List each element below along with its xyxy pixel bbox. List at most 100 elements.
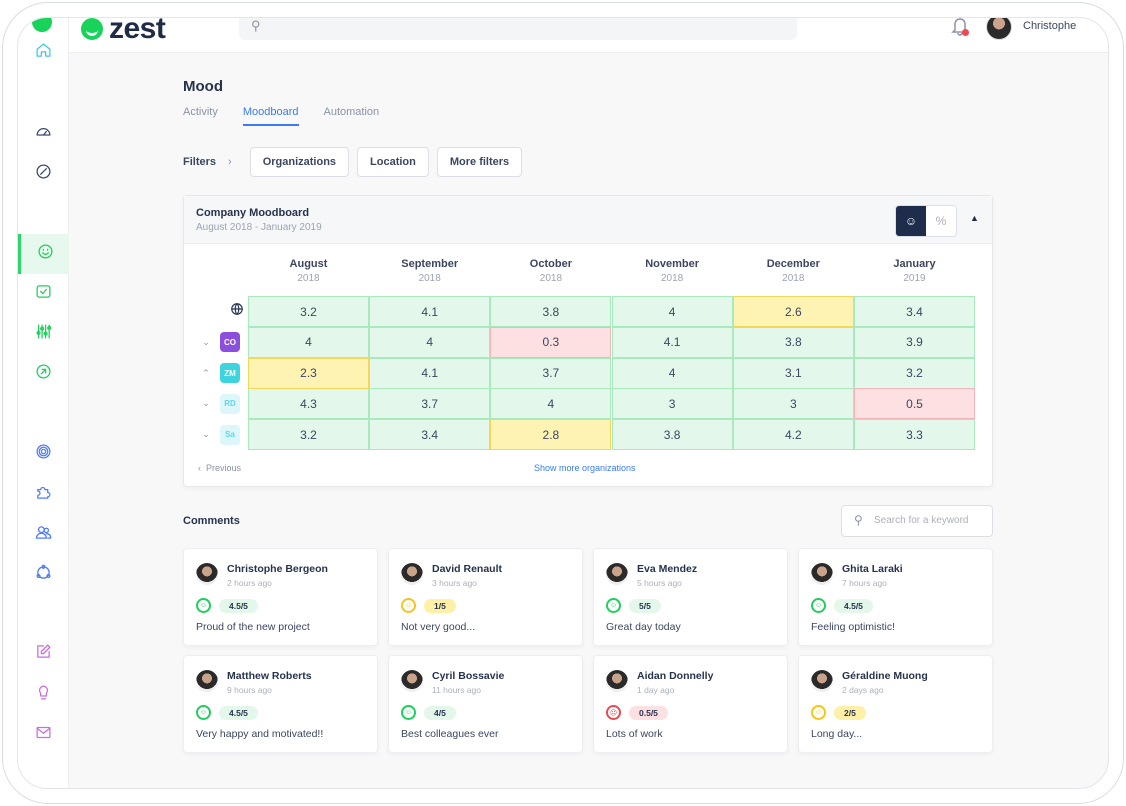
logo[interactable]: zest <box>81 17 166 46</box>
mood-cell[interactable]: 4.1 <box>369 296 491 327</box>
mood-cell[interactable]: 4.1 <box>611 326 733 358</box>
row-label: ⌄ RD <box>200 388 250 419</box>
mood-cell[interactable]: 3.8 <box>490 296 612 327</box>
tab-automation[interactable]: Automation <box>323 106 380 118</box>
mood-view-button[interactable]: ☺ <box>896 206 926 236</box>
sidebar-item-ideas[interactable] <box>18 675 69 715</box>
gauge-icon <box>35 123 52 145</box>
mood-cell[interactable]: 3.8 <box>732 326 854 358</box>
mood-cell[interactable]: 2.8 <box>490 419 612 451</box>
sidebar-item-mood[interactable] <box>18 234 69 274</box>
mood-cell[interactable]: 4 <box>369 326 491 358</box>
column-month: January <box>893 258 936 270</box>
tabs: Activity Moodboard Automation <box>183 106 379 126</box>
global-search-input[interactable]: ⚲ <box>239 18 797 40</box>
organization-badge[interactable]: ZM <box>220 363 240 384</box>
mood-cell[interactable]: 3 <box>611 388 733 420</box>
show-more-organizations-link[interactable]: Show more organizations <box>534 463 636 473</box>
organization-badge[interactable]: RD <box>220 393 240 414</box>
organization-badge[interactable]: Sa <box>220 424 240 445</box>
sidebar-item-team[interactable] <box>18 515 69 555</box>
mood-cell[interactable]: 3.9 <box>854 326 975 358</box>
organizations-filter-button[interactable]: Organizations <box>249 147 350 177</box>
comment-card[interactable]: Eva Mendez 5 hours ago ☺ 5/5 Great day today <box>593 548 788 646</box>
mood-score-badge: 1/5 <box>424 599 456 613</box>
mood-score-badge: 4.5/5 <box>219 706 258 720</box>
commenter-name: Aidan Donnelly <box>637 670 714 682</box>
more-filters-button[interactable]: More filters <box>436 147 523 177</box>
previous-button[interactable]: ‹ Previous <box>198 463 242 473</box>
percent-view-button[interactable]: % <box>926 206 956 236</box>
user-avatar[interactable] <box>986 18 1012 40</box>
sidebar-item-integrations[interactable] <box>18 475 69 515</box>
user-name[interactable]: Christophe <box>1023 20 1077 32</box>
mood-cell[interactable]: 3.2 <box>248 296 369 327</box>
comment-time: 9 hours ago <box>227 685 272 695</box>
mood-cell[interactable]: 4 <box>490 388 612 420</box>
logo-text: zest <box>109 17 166 45</box>
comment-card[interactable]: Ghita Laraki 7 hours ago ☺ 4.5/5 Feeling opt… <box>798 548 993 646</box>
comment-card[interactable]: Aidan Donnelly 1 day ago ☹ 0.5/5 Lots of wor… <box>593 655 788 753</box>
mood-cell[interactable]: 3.4 <box>854 296 975 327</box>
mood-cell[interactable]: 4.3 <box>248 388 369 420</box>
mood-cell[interactable]: 0.3 <box>490 326 612 358</box>
keyword-search-input[interactable]: ⚲ Search for a keyword <box>841 505 993 537</box>
row-label: ⌄ CO <box>200 327 250 358</box>
chevron-down-icon[interactable]: ⌄ <box>202 398 210 409</box>
check-square-icon <box>35 283 52 305</box>
location-filter-button[interactable]: Location <box>357 147 429 177</box>
chevron-down-icon[interactable]: ⌄ <box>202 429 210 440</box>
bell-icon[interactable] <box>951 18 969 36</box>
chevron-up-icon[interactable]: ⌃ <box>202 367 210 378</box>
tab-moodboard[interactable]: Moodboard <box>242 106 299 126</box>
sidebar-item-notes[interactable] <box>18 634 69 674</box>
network-icon <box>35 564 52 586</box>
mood-cell[interactable]: 4.1 <box>369 357 491 389</box>
mood-cell[interactable]: 3.7 <box>369 388 491 420</box>
organization-badge[interactable]: CO <box>220 332 240 353</box>
sidebar-item-growth[interactable] <box>18 354 69 394</box>
sidebar-item-network[interactable] <box>18 555 69 595</box>
comment-card[interactable]: Matthew Roberts 9 hours ago ☺ 4.5/5 Very hap… <box>183 655 378 753</box>
mood-cell[interactable]: 3.1 <box>732 357 854 389</box>
sidebar-item-tasks[interactable] <box>18 274 69 314</box>
chevron-right-icon[interactable]: › <box>228 156 232 168</box>
sidebar-item-explore[interactable] <box>18 154 69 194</box>
sidebar-item-settings[interactable] <box>18 314 69 354</box>
mood-cell[interactable]: 3.8 <box>611 419 733 451</box>
comment-card[interactable]: Géraldine Muong 2 days ago ☺ 2/5 Long day... <box>798 655 993 753</box>
mood-cell[interactable]: 3.2 <box>248 419 369 451</box>
sidebar-item-messages[interactable] <box>18 715 69 755</box>
neutral-face-icon: ☺ <box>811 705 826 720</box>
mood-cell[interactable]: 2.3 <box>248 357 369 389</box>
mood-cell[interactable]: 3.4 <box>369 419 491 451</box>
sidebar-item-dashboard[interactable] <box>18 114 69 154</box>
chevron-down-icon[interactable]: ⌄ <box>202 336 210 347</box>
mood-cell[interactable]: 4 <box>611 296 733 327</box>
mood-cell[interactable]: 4 <box>248 326 369 358</box>
comment-card[interactable]: Christophe Bergeon 2 hours ago ☺ 4.5/5 Proud… <box>183 548 378 646</box>
comment-card[interactable]: David Renault 3 hours ago ☺ 1/5 Not very goo… <box>388 548 583 646</box>
mood-cell[interactable]: 2.6 <box>732 296 854 327</box>
tab-activity[interactable]: Activity <box>183 106 218 118</box>
mood-score-badge: 4.5/5 <box>219 599 258 613</box>
sidebar-item-goals[interactable] <box>18 434 69 474</box>
mood-cell[interactable]: 0.5 <box>854 388 975 420</box>
mood-cell[interactable]: 4 <box>611 357 733 389</box>
column-year: 2019 <box>903 273 926 284</box>
globe-icon <box>230 302 244 321</box>
comment-text: Not very good... <box>401 621 476 633</box>
collapse-caret-icon[interactable]: ▲ <box>970 213 979 223</box>
users-icon <box>35 524 52 546</box>
home-icon <box>35 42 52 64</box>
comment-card[interactable]: Cyril Bossavie 11 hours ago ☺ 4/5 Best colle… <box>388 655 583 753</box>
mood-cell[interactable]: 4.2 <box>732 419 854 451</box>
moodboard-header: Company Moodboard August 2018 - January … <box>184 196 992 244</box>
sidebar-item-home[interactable] <box>18 33 69 73</box>
mood-cell[interactable]: 3 <box>732 388 854 420</box>
mood-cell[interactable]: 3.2 <box>854 357 975 389</box>
target-icon <box>35 443 52 465</box>
compass-icon <box>35 163 52 185</box>
mood-cell[interactable]: 3.7 <box>490 357 612 389</box>
mood-cell[interactable]: 3.3 <box>854 419 975 451</box>
